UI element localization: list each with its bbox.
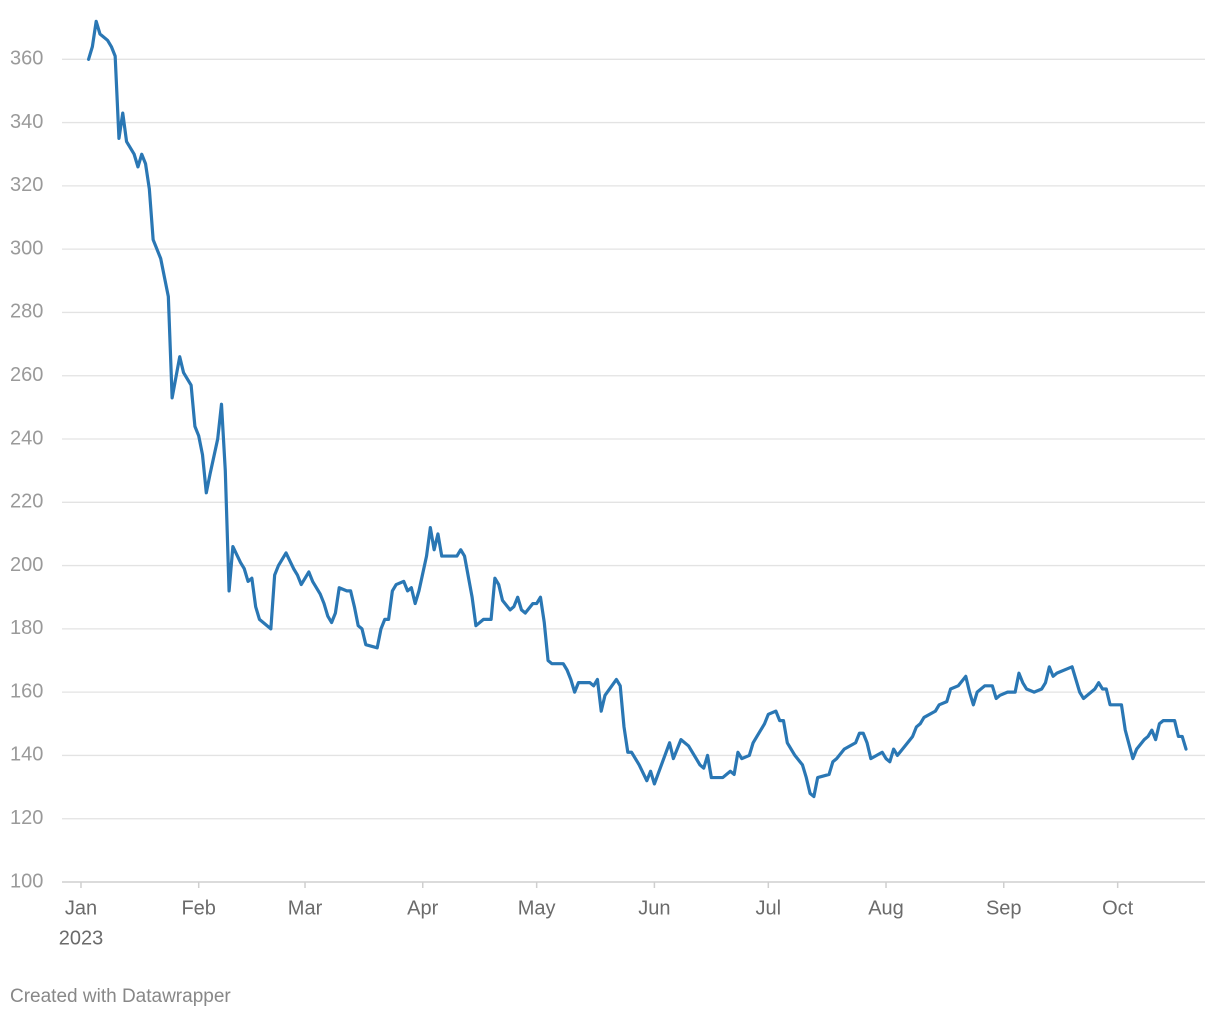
y-tick-label: 300 (10, 237, 43, 259)
y-tick-label: 160 (10, 680, 43, 702)
y-tick-label: 220 (10, 491, 43, 513)
x-tick-label: Jul (756, 897, 782, 919)
x-tick-label: Jun (638, 897, 670, 919)
y-tick-label: 280 (10, 301, 43, 323)
y-tick-label: 200 (10, 554, 43, 576)
y-tick-label: 340 (10, 111, 43, 133)
y-tick-label: 260 (10, 364, 43, 386)
line-series (86, 19, 1188, 799)
y-tick-label: 180 (10, 617, 43, 639)
x-tick-label: Oct (1102, 897, 1134, 919)
x-tick-label: Mar (288, 897, 323, 919)
x-tick-label: Jan (65, 897, 97, 919)
y-tick-label: 360 (10, 48, 43, 70)
x-tick-label: Aug (868, 897, 904, 919)
x-tick-label: May (518, 897, 556, 919)
footer: Created with Datawrapper (10, 986, 231, 1007)
y-tick-label: 100 (10, 870, 43, 892)
y-tick-label: 120 (10, 807, 43, 829)
x-tick-label: Feb (181, 897, 215, 919)
y-tick-label: 240 (10, 427, 43, 449)
x-tick-label: Sep (986, 897, 1022, 919)
y-tick-label: 320 (10, 174, 43, 196)
y-tick-label: 140 (10, 744, 43, 766)
x-year-label: 2023 (59, 927, 104, 949)
x-tick-label: Apr (407, 897, 438, 919)
